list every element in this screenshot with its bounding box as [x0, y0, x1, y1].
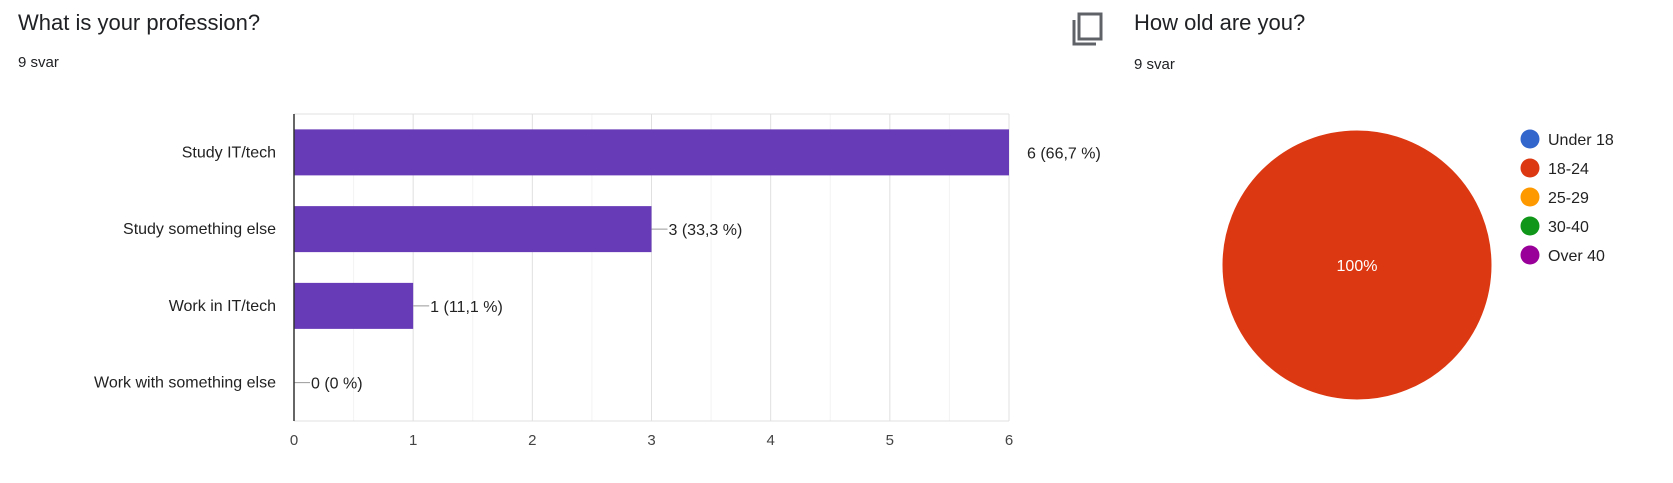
pie-chart-response-count: 9 svar: [1134, 56, 1175, 73]
pie-chart-title: How old are you?: [1134, 10, 1306, 35]
category-label: Study IT/tech: [182, 144, 276, 161]
legend-marker: [1520, 158, 1540, 178]
category-label: Work with something else: [94, 375, 276, 392]
legend-label: 30-40: [1548, 219, 1589, 236]
x-tick-label: 3: [647, 432, 655, 449]
data-label: 1 (11,1 %): [430, 299, 503, 316]
data-label: 6 (66,7 %): [1027, 145, 1101, 162]
data-label: 3 (33,3 %): [669, 222, 743, 239]
bar: [294, 282, 414, 329]
x-tick-label: 5: [886, 432, 894, 449]
legend-label: Over 40: [1548, 248, 1605, 265]
legend-label: 25-29: [1548, 190, 1589, 207]
x-tick-label: 0: [290, 432, 298, 449]
data-label: 0 (0 %): [311, 376, 363, 393]
legend-marker: [1520, 245, 1540, 265]
category-label: Study something else: [123, 221, 276, 238]
bar: [294, 206, 652, 253]
bar-chart: 0 1 2 3 4 5 6 Study IT/tech 6 (66,7 %) Study some…: [94, 113, 1101, 449]
x-tick-label: 4: [766, 432, 774, 449]
legend-label: Under 18: [1548, 132, 1614, 149]
copy-icon[interactable]: [1066, 10, 1106, 50]
bar: [294, 129, 1009, 176]
legend-marker: [1520, 129, 1540, 149]
pie-slice-label: 100%: [1337, 258, 1378, 275]
x-tick-label: 6: [1005, 432, 1013, 449]
pie-slice: [1221, 129, 1493, 401]
legend-label: 18-24: [1548, 161, 1589, 178]
copy-icon-glyph: [1072, 12, 1103, 46]
x-tick-label: 1: [409, 432, 417, 449]
x-tick-label: 2: [528, 432, 536, 449]
bar-chart-title: What is your profession?: [18, 10, 261, 35]
legend-marker: [1520, 187, 1540, 207]
bar-chart-response-count: 9 svar: [18, 54, 59, 71]
category-label: Work in IT/tech: [169, 298, 276, 315]
legend-marker: [1520, 216, 1540, 236]
